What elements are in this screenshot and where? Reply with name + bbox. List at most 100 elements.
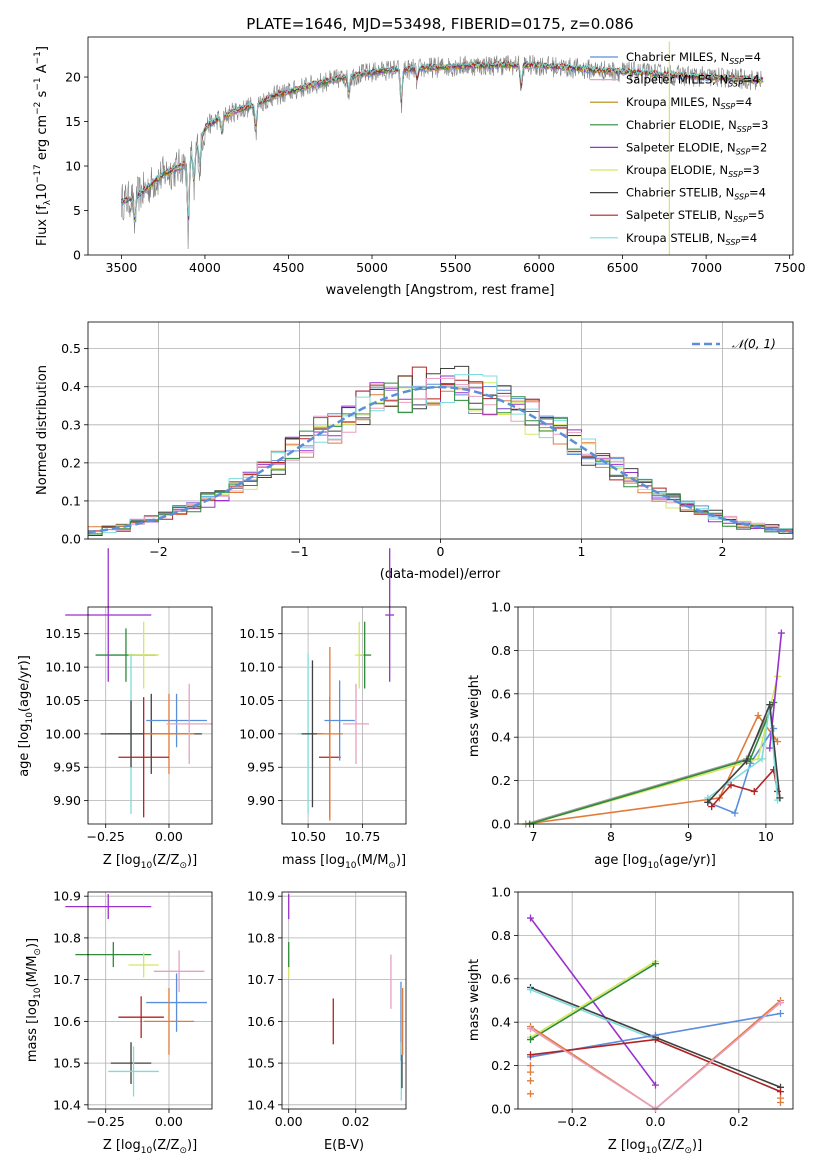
legend-label: Kroupa MILES, NSSP=4 [626,95,752,111]
plus-marker [527,1077,534,1085]
spectrum-ylabel-part: −1 [33,51,43,64]
weight-series-line [525,713,779,825]
gauss-legend-label: 𝒩(0, 1) [732,337,776,351]
y-tick-label: 0.4 [61,379,81,394]
mass-vs-ebv-frame [281,891,407,1110]
x-tick-label: −0.25 [87,829,125,844]
age-vs-mass-xlabel-part: mass [log [282,853,345,868]
y-tick-label: 9.95 [247,760,275,775]
residuals-axes: −2 −1 0 1 2 0.0 0.1 0.2 0.3 0.4 0.5 [61,322,793,559]
legend-label-sub: SSP [721,102,736,111]
y-tick-label: 10.05 [45,693,81,708]
weight-vs-age-xlabel-part: 10 [647,861,659,871]
weight-series-line [707,704,781,803]
legend-label: Chabrier ELODIE, NSSP=3 [626,118,768,134]
weight-series-line [530,962,656,1041]
weight-vs-z-frame [517,891,794,1110]
spectrum-ylabel-part: 10 [35,183,50,200]
x-tick-label: 7000 [690,260,722,275]
x-tick-label: 8 [607,829,615,844]
x-tick-label: 0.00 [275,1114,303,1129]
mass-vs-z-ylabel-part: ⊙ [33,948,43,956]
mass-vs-z-axes: −0.25 0.00 10.4 10.5 10.6 10.7 10.8 10.9 [53,889,212,1129]
y-tick-label: 9.95 [53,760,81,775]
x-tick-label: −1 [290,544,308,559]
spectrum-ylabel-part: Flux [f [35,205,50,246]
age-vs-mass-xlabel: mass [log10(M/M⊙)] [282,853,406,871]
plus-marker [777,1094,784,1102]
y-tick-label: 0 [73,248,81,263]
mass-vs-z-xlabel-part: (Z/Z [152,1138,179,1153]
y-tick-label: 0.2 [491,1058,511,1073]
age-vs-z-ylabel-part: (age/yr)] [17,655,32,712]
age-vs-mass-frame [281,606,407,825]
weight-vs-age-axes: 7 8 9 10 0.0 0.2 0.4 0.6 0.8 1.0 [491,600,793,844]
x-tick-label: 6500 [607,260,639,275]
legend-label-main: Salpeter MILES, N [626,73,728,87]
weight-vs-age-xlabel-part: (age/yr)] [659,853,716,868]
y-tick-label: 5 [73,203,81,218]
spectrum-ylabel-part: erg cm [35,115,50,164]
legend-label-suffix: =3 [743,163,760,177]
mass-vs-z-xlabel-part: Z [log [103,1138,141,1153]
age-vs-mass-xlabel-part: 10 [345,861,357,871]
x-tick-label: 7500 [774,260,806,275]
age-vs-z-xlabel-part: ⊙ [179,861,187,871]
legend-label: Chabrier STELIB, NSSP=4 [626,186,766,202]
weight-vs-z-xlabel-part: Z [log [608,1138,646,1153]
y-tick-label: 0.0 [491,1102,511,1117]
y-tick-label: 10.6 [247,1014,275,1029]
x-tick-label: 9 [684,829,692,844]
spectrum-xlabel: wavelength [Angstrom, rest frame] [326,283,555,298]
spectrum-ylabel-part: −1 [33,77,43,90]
weight-vs-z-ylabel: mass weight [467,959,482,1041]
y-tick-label: 10.8 [53,930,81,945]
spectrum-ylabel-part: −2 [33,102,43,115]
histogram-xlabel: (data-model)/error [380,567,501,582]
spectrum-ylabel: Flux [fλ10−17 erg cm−2 s−1 A−1] [33,46,53,246]
plus-marker [776,794,784,802]
legend-label-sub: SSP [737,125,752,134]
y-tick-label: 15 [65,114,81,129]
spectrum-title: PLATE=1646, MJD=53498, FIBERID=0175, z=0… [246,15,633,33]
y-tick-label: 0.0 [491,817,511,832]
weight-vs-z-xlabel-part: 10 [646,1146,658,1156]
spectrum-ylabel-part: ] [35,46,50,51]
y-tick-label: 9.90 [53,793,81,808]
legend-label-suffix: =4 [743,73,760,87]
legend-label-sub: SSP [733,215,748,224]
legend-label: Kroupa STELIB, NSSP=4 [626,231,757,247]
histogram-frame [87,321,794,540]
plus-marker [731,809,739,817]
age-vs-z-points [65,548,212,818]
plus-marker [743,757,751,765]
legend-label-suffix: =4 [749,186,766,200]
plus-marker [527,914,534,922]
mass-vs-z-ylabel: mass [log10(M/M⊙)] [25,938,43,1062]
plus-marker [527,1025,534,1033]
legend-label: Kroupa ELODIE, NSSP=3 [626,163,760,179]
x-tick-label: −0.2 [557,1114,587,1129]
y-tick-label: 10.15 [239,626,275,641]
legend-label-main: Kroupa MILES, N [626,95,721,109]
legend-label-suffix: =4 [740,231,757,245]
weight-vs-z-xlabel-part: ⊙ [684,1146,692,1156]
weight-vs-z-xlabel-part: )] [692,1138,702,1153]
mass-vs-z-xlabel-part: )] [187,1138,197,1153]
histogram-ylabel: Normed distribution [35,365,50,495]
legend-label: Salpeter ELODIE, NSSP=2 [626,140,767,156]
mass-vs-z-frame [87,891,213,1110]
mass-vs-z-xlabel: Z [log10(Z/Z⊙)] [103,1138,197,1156]
plus-marker [766,701,774,709]
x-tick-label: 4500 [273,260,305,275]
legend-label-main: Chabrier MILES, N [626,50,729,64]
age-vs-mass-axes: 10.50 10.75 9.90 9.95 10.00 10.05 10.10 10.15 [239,607,406,844]
legend-label-main: Salpeter STELIB, N [626,208,733,222]
y-tick-label: 0.6 [491,971,511,986]
age-vs-mass-xlabel-part: ⊙ [388,861,396,871]
plus-marker [777,629,785,637]
weight-vs-age-xlabel-part: age [log [594,853,647,868]
legend-label-main: Kroupa ELODIE, N [626,163,728,177]
plus-marker [527,1062,534,1070]
plus-marker [766,744,774,752]
